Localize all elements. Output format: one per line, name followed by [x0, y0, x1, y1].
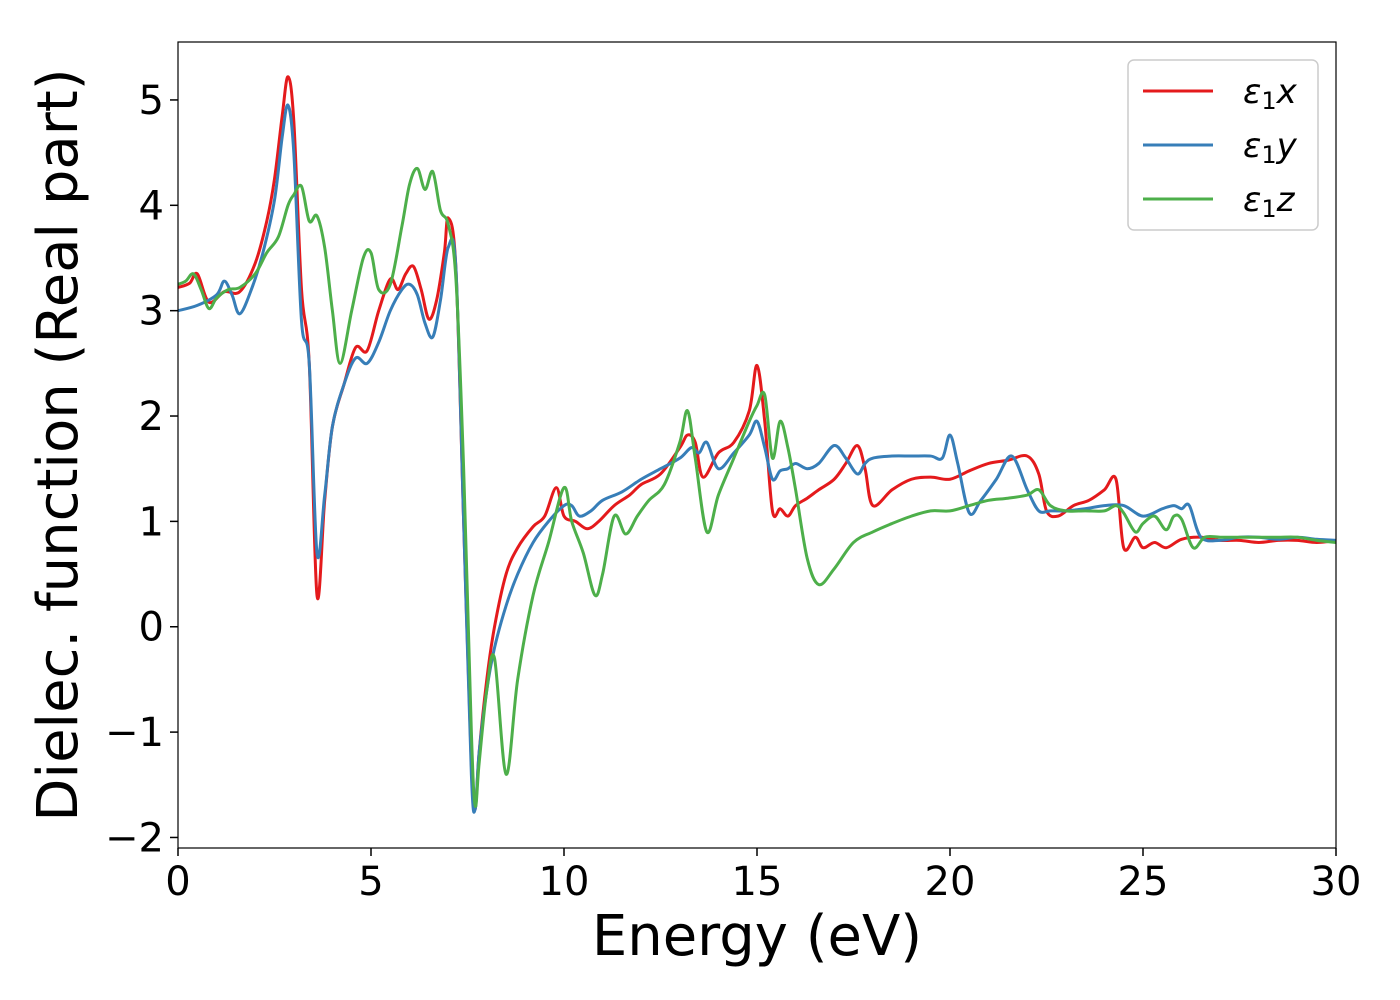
y-tick-label: 2 — [139, 394, 164, 440]
legend-box — [1127, 59, 1319, 231]
x-tick-label: 25 — [1118, 859, 1169, 905]
legend: ε1x ε1y ε1z — [1127, 59, 1319, 231]
series-line-z — [178, 166, 1336, 808]
x-tick-label: 15 — [732, 859, 783, 905]
x-tick-label: 30 — [1311, 859, 1362, 905]
x-axis-title: Energy (eV) — [592, 904, 922, 969]
y-axis: −2 −1 0 1 2 3 4 5 — [105, 78, 178, 861]
x-tick-label: 20 — [925, 859, 976, 905]
y-tick-label: 5 — [139, 78, 164, 124]
plot-lines — [178, 75, 1336, 814]
y-axis-title: Dielec. function (Real part) — [26, 68, 91, 821]
x-tick-label: 0 — [165, 859, 190, 905]
series-line-y — [178, 103, 1336, 814]
x-axis: 0 5 10 15 20 25 30 — [165, 848, 1361, 905]
y-tick-label: −1 — [105, 710, 164, 756]
legend-label-z: ε1z — [1243, 180, 1296, 223]
legend-label-x: ε1x — [1243, 72, 1298, 115]
y-tick-label: 0 — [139, 605, 164, 651]
y-tick-label: −2 — [105, 815, 164, 861]
legend-label-y: ε1y — [1243, 126, 1298, 169]
y-tick-label: 1 — [139, 499, 164, 545]
y-tick-label: 4 — [139, 183, 164, 229]
x-tick-label: 10 — [539, 859, 590, 905]
x-tick-label: 5 — [358, 859, 383, 905]
y-tick-label: 3 — [139, 289, 164, 335]
